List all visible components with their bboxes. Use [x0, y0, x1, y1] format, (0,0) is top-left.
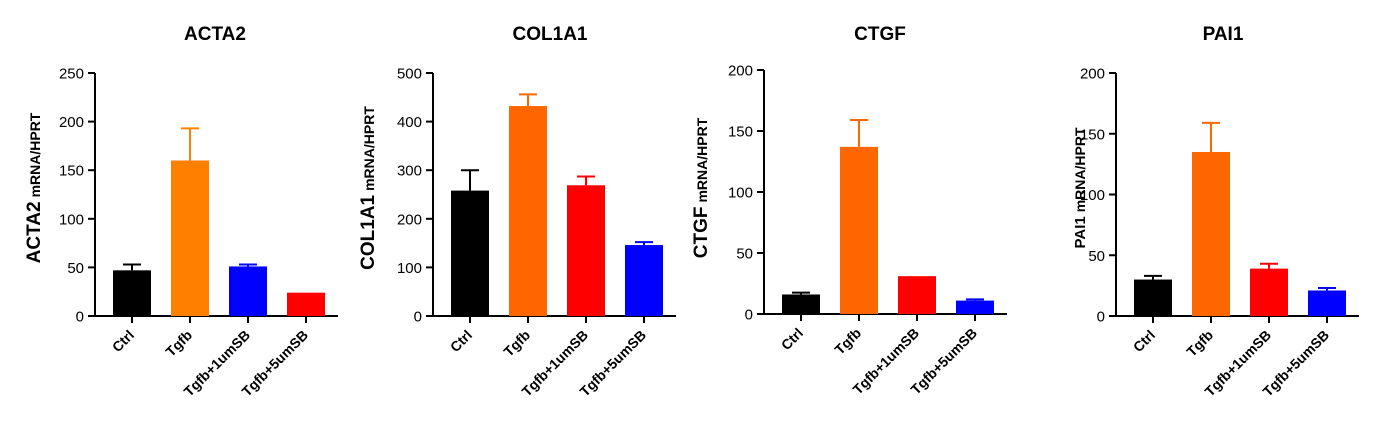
- bar-tgfb-1umsb: [1250, 268, 1288, 316]
- x-tick-label: Tgfb: [831, 325, 864, 358]
- y-axis-label-unit: mRNA/HPRT: [361, 106, 377, 191]
- bar-tgfb: [171, 160, 209, 316]
- bar-tgfb-1umsb: [229, 266, 267, 316]
- bar-ctrl: [782, 294, 820, 314]
- bar-ctrl: [113, 270, 151, 316]
- y-tick-label: 150: [1080, 126, 1105, 143]
- y-axis-label-gene: PAI1: [1072, 216, 1089, 248]
- y-axis-label: CTGF mRNA/HPRT: [691, 117, 712, 258]
- y-tick-label: 200: [728, 63, 753, 80]
- y-axis-label-unit: mRNA/HPRT: [694, 117, 710, 202]
- chart-title: PAI1: [1203, 24, 1244, 45]
- y-tick-label: 50: [1088, 248, 1105, 265]
- y-axis-label-gene: COL1A1: [358, 194, 379, 269]
- y-tick-label: 200: [1080, 66, 1105, 83]
- y-tick-label: 200: [397, 211, 422, 228]
- y-axis-label-gene: CTGF: [691, 207, 712, 259]
- x-tick-label: Tgfb: [162, 327, 195, 360]
- y-tick-label: 0: [745, 307, 753, 324]
- bar-tgfb: [840, 146, 878, 314]
- y-tick-label: 100: [59, 211, 84, 228]
- x-tick-label: Tgfb: [500, 327, 533, 360]
- chart-title: COL1A1: [513, 24, 588, 45]
- y-tick-label: 100: [728, 185, 753, 202]
- y-axis-label-gene: ACTA2: [24, 201, 45, 263]
- y-tick-label: 300: [397, 163, 422, 180]
- chart-panel-col1a1: COL1A1 COL1A1 mRNA/HPRT 0 100 200 300 400 500 Ctr…: [358, 24, 676, 399]
- y-tick-label: 0: [1097, 309, 1105, 326]
- x-tick-label: Tgfb: [1183, 327, 1216, 360]
- bar-tgfb-5umsb: [287, 292, 325, 316]
- chart-title: CTGF: [854, 24, 906, 45]
- y-tick-label: 500: [397, 66, 422, 83]
- x-tick-label: Ctrl: [778, 325, 806, 353]
- y-tick-label: 200: [59, 114, 84, 131]
- y-tick-label: 100: [1080, 187, 1105, 204]
- x-tick-label: Ctrl: [1130, 327, 1158, 355]
- y-tick-label: 50: [67, 260, 84, 277]
- chart-panel-acta2: ACTA2 ACTA2 mRNA/HPRT 0 50 100 150 200 250 Ctrl Tg…: [24, 24, 338, 399]
- bar-tgfb-5umsb: [956, 300, 994, 314]
- y-axis-label-unit: mRNA/HPRT: [27, 112, 43, 197]
- bar-tgfb: [1192, 151, 1230, 316]
- y-axis-label: PAI1 mRNA/HPRT: [1072, 127, 1089, 248]
- y-tick-label: 0: [414, 309, 422, 326]
- y-tick-label: 400: [397, 114, 422, 131]
- bar-tgfb-1umsb: [898, 276, 936, 314]
- y-tick-label: 50: [736, 246, 753, 263]
- y-tick-label: 250: [59, 66, 84, 83]
- bar-ctrl: [451, 190, 489, 316]
- y-axis-label-unit: mRNA/HPRT: [1072, 127, 1088, 212]
- bar-tgfb-1umsb: [567, 185, 605, 316]
- chart-title: ACTA2: [184, 24, 246, 45]
- y-tick-label: 100: [397, 260, 422, 277]
- bar-tgfb: [509, 106, 547, 316]
- y-axis-label: COL1A1 mRNA/HPRT: [358, 106, 379, 270]
- y-tick-label: 150: [728, 124, 753, 141]
- y-tick-label: 150: [59, 163, 84, 180]
- bar-tgfb-5umsb: [1308, 290, 1346, 316]
- y-axis-label: ACTA2 mRNA/HPRT: [24, 112, 45, 263]
- x-tick-label: Ctrl: [109, 327, 137, 355]
- x-tick-label: Ctrl: [447, 327, 475, 355]
- bar-ctrl: [1134, 279, 1172, 316]
- y-tick-label: 0: [76, 309, 84, 326]
- bar-tgfb-5umsb: [625, 245, 663, 316]
